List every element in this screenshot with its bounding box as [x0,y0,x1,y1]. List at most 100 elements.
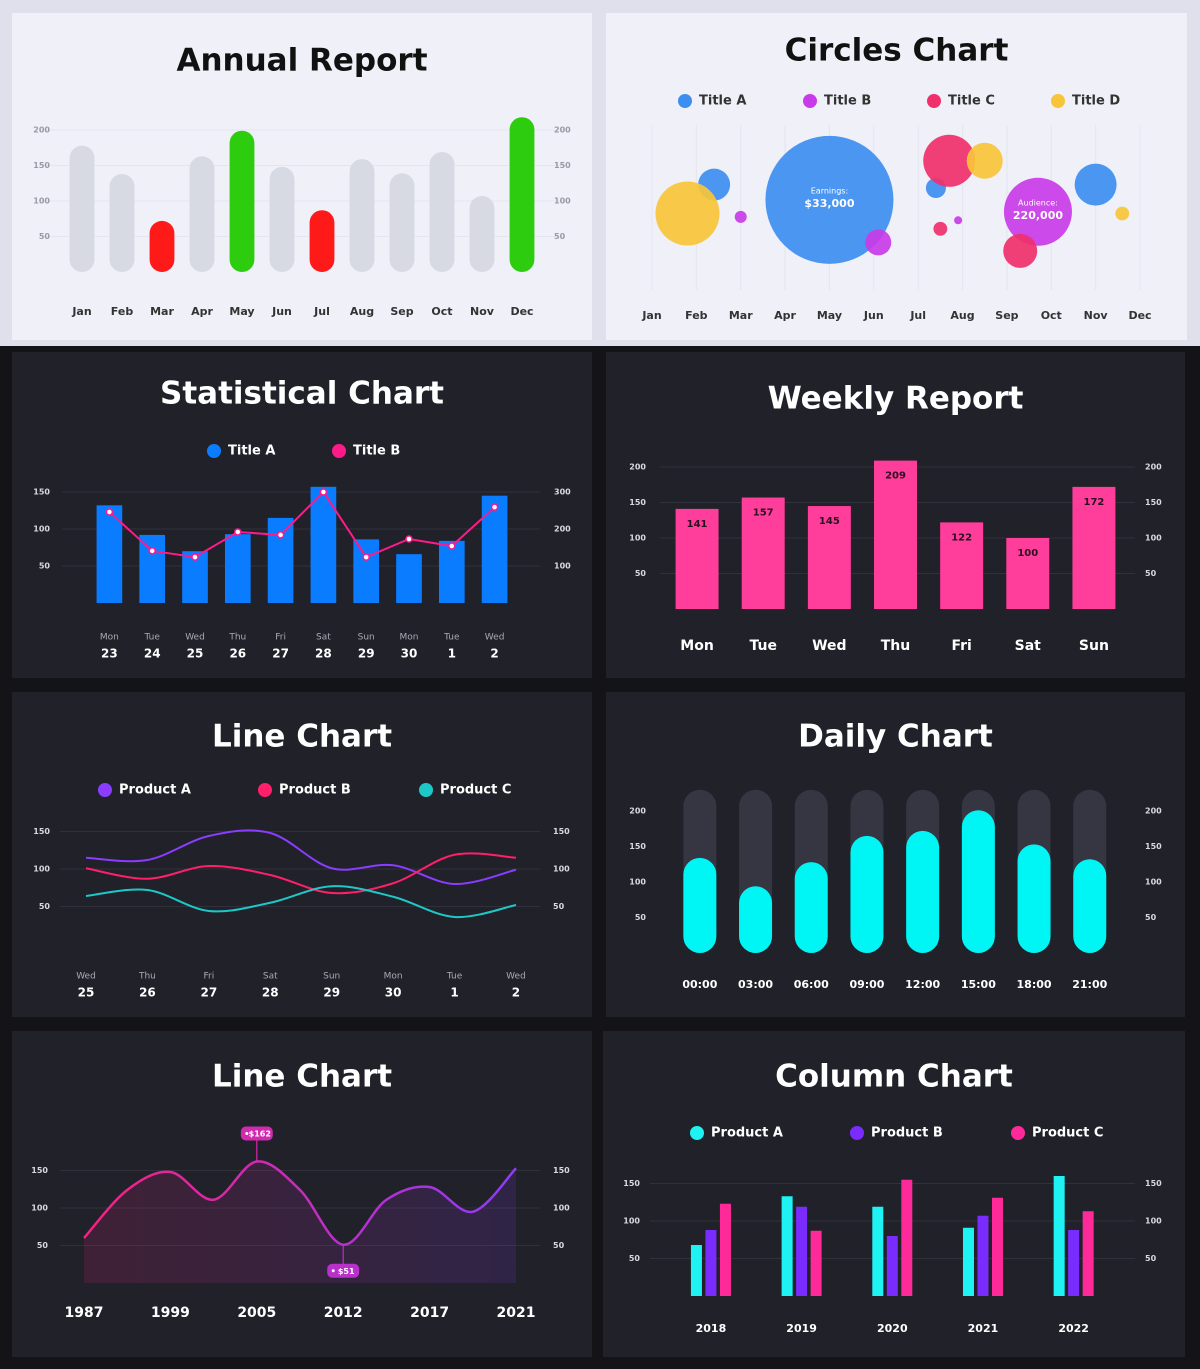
legend-label: Product C [1032,1126,1103,1141]
chart-title: Column Chart [775,1059,1013,1095]
value-label-dot [331,1269,335,1273]
bar [1068,1230,1080,1296]
bar [872,1206,884,1296]
legend-label: Product C [440,783,511,798]
x-tick-label: Oct [431,305,452,318]
x-tick-label: 12:00 [905,978,940,991]
bar [396,554,422,603]
x-tick-label: Fri [203,972,214,982]
x-tick-label-date: 23 [101,647,118,661]
x-tick-label-date: 30 [385,986,402,1000]
x-tick-label: May [229,305,254,318]
x-tick-label: Thu [228,633,246,643]
y-tick-label-right: 50 [1145,913,1157,922]
y-tick-label: 150 [623,1179,640,1188]
bubble [1115,206,1130,221]
bar [1017,844,1051,953]
y-tick-label-right: 50 [554,232,566,241]
legend-label: Title B [353,444,400,459]
bubble [734,210,747,223]
bubble-annotation-title: Earnings: [811,186,848,195]
chart-title: Circles Chart [785,33,1009,69]
bubble [1074,163,1117,206]
bar [683,857,717,953]
bubble [966,142,1003,179]
y-tick-label: 100 [31,1204,48,1213]
y-tick-label: 200 [629,807,646,816]
y-tick-label: 150 [629,498,646,507]
line-marker [448,542,456,550]
x-tick-label: Fri [951,638,971,654]
legend-swatch [803,94,817,108]
x-tick-label: 06:00 [794,978,829,991]
value-label-dot [245,1132,249,1135]
bar [1053,1176,1065,1296]
bar [429,152,455,272]
y-tick-label: 150 [33,827,50,836]
bar [267,517,294,603]
x-tick-label: Dec [1128,309,1151,322]
bar [794,862,828,953]
value-label: $162 [249,1130,271,1139]
x-tick-label: Tue [446,972,463,982]
x-tick-label: Feb [685,309,708,322]
y-tick-label: 150 [33,488,50,497]
x-tick-label: 1999 [151,1305,190,1321]
x-tick-label: 03:00 [738,978,773,991]
x-tick-label: Sat [263,972,278,982]
bar [961,810,995,953]
line-marker [234,528,242,536]
chart-title: Weekly Report [768,381,1024,417]
bar [189,156,215,272]
line [85,852,517,895]
y-tick-label: 100 [629,878,646,887]
bar [906,830,940,953]
x-tick-label: Nov [470,305,495,318]
data-label: 141 [687,519,708,530]
y-tick-label: 150 [33,161,50,170]
x-tick-label: Oct [1041,309,1062,322]
x-tick-label-date: 29 [358,647,375,661]
bubble [865,229,892,256]
x-tick-label: Wed [506,972,526,982]
legend-swatch [1051,94,1065,108]
bar [690,1245,702,1296]
y-tick-label: 200 [33,126,50,135]
x-tick-label-date: 29 [323,986,340,1000]
line [108,490,496,559]
x-tick-label: 2022 [1058,1322,1089,1335]
y-tick-label: 100 [33,525,50,534]
legend-swatch [332,444,346,458]
x-tick-label: Tue [443,633,460,643]
x-tick-label: 2020 [877,1322,908,1335]
y-tick-label: 50 [635,913,647,922]
y-tick-label-right: 100 [1145,534,1162,543]
y-tick-label-right: 200 [1145,463,1162,472]
x-tick-label: 2021 [497,1305,536,1321]
x-tick-label: 2018 [696,1322,727,1335]
y-tick-label-right: 200 [554,126,571,135]
x-tick-label-date: 27 [201,986,218,1000]
chart-title: Daily Chart [798,719,993,755]
area-fill [84,1161,516,1283]
bar [269,166,295,272]
x-tick-label: Wed [485,633,505,643]
bubble-annotation: $33,000 [804,197,854,210]
legend-swatch [927,94,941,108]
legend-swatch [419,783,433,797]
bar [69,145,95,272]
x-tick-label: Mon [680,638,714,654]
legend-label: Product B [279,783,351,798]
bar [874,460,917,609]
bar [509,117,535,272]
line-marker [405,535,413,543]
legend-swatch [1011,1126,1025,1140]
legend-swatch [258,783,272,797]
legend-swatch [98,783,112,797]
y-tick-label-right: 200 [1145,807,1162,816]
x-tick-label: 18:00 [1017,978,1052,991]
x-tick-label: Tue [144,633,161,643]
x-tick-label: Dec [510,305,533,318]
x-tick-label-date: 2 [512,986,520,1000]
